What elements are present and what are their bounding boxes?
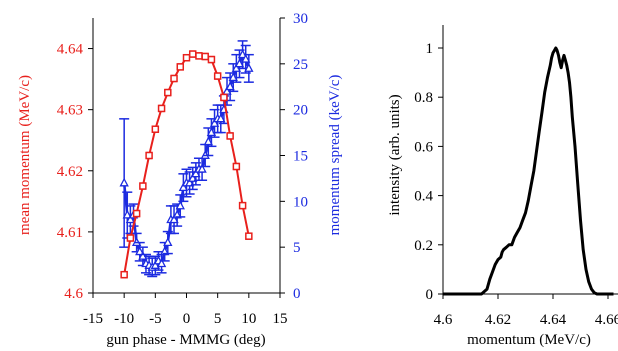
spread-point (241, 53, 251, 63)
momentum-spread-series (119, 40, 254, 278)
spread-point (178, 182, 189, 192)
mean-momentum-point (145, 151, 153, 160)
mean-momentum-point (201, 52, 209, 61)
mean-momentum-point (220, 93, 228, 102)
spread-point (175, 200, 185, 210)
spread-point (244, 63, 254, 72)
y-tick-label: 1 (426, 41, 434, 57)
left-chart-y2label: momentum spread (keV/c) (327, 75, 343, 236)
spread-point (216, 113, 226, 123)
y-tick-label: 0.4 (414, 189, 433, 205)
y-tick-label: 4.64 (57, 42, 84, 58)
spread-point (135, 246, 145, 256)
x-tick-label: 4.66 (595, 312, 618, 328)
spread-point (234, 58, 245, 68)
mean-momentum-point (139, 182, 147, 190)
right-chart-ylabel: intensity (arb. units) (387, 94, 403, 215)
y2-tick-label: 30 (293, 11, 308, 27)
spread-point (119, 177, 129, 187)
spread-point (122, 209, 132, 219)
mean-momentum-point (226, 132, 234, 140)
mean-momentum-point (182, 53, 191, 62)
y-tick-label: 0.8 (414, 90, 433, 106)
intensity-series (443, 46, 614, 296)
mean-momentum-point (238, 201, 247, 210)
mean-momentum-point (132, 209, 141, 218)
x-tick-label: 4.62 (485, 312, 511, 328)
x-tick-label: 5 (214, 311, 222, 327)
y-tick-label: 4.63 (57, 103, 83, 119)
right-chart-xlabel: momentum (MeV/c) (467, 332, 591, 348)
mean-momentum-point (232, 162, 241, 171)
mean-momentum-point (164, 88, 172, 97)
mean-momentum-point (195, 52, 203, 60)
left-chart-xlabel: gun phase - MMMG (deg) (106, 332, 265, 348)
spread-point (191, 168, 201, 178)
x-tick-label: 4.6 (434, 312, 453, 328)
mean-momentum-series (120, 50, 253, 279)
x-tick-label: -5 (149, 311, 162, 327)
spread-point (125, 214, 136, 224)
y-tick-label: 4.61 (57, 225, 83, 241)
mean-momentum-point (120, 270, 128, 279)
spread-point (203, 136, 213, 146)
y-tick-label: 4.62 (57, 164, 83, 180)
right-chart-ticks: 4.6 4.62 4.64 4.66 0 0.2 0.4 0.6 0.8 1 (414, 41, 618, 328)
x-tick-label: 0 (183, 311, 191, 327)
spread-point (225, 81, 235, 91)
y-tick-label: 0.2 (414, 238, 433, 254)
y2-tick-label: 5 (293, 240, 301, 256)
x-tick-label: 10 (241, 311, 256, 327)
mean-momentum-point (151, 125, 160, 133)
y-tick-label: 4.6 (64, 286, 83, 302)
spread-point (197, 163, 207, 173)
mean-momentum-point (170, 74, 178, 83)
mean-momentum-point (207, 55, 216, 64)
y2-tick-label: 0 (293, 286, 301, 302)
left-chart: -15 -10 -5 0 5 10 15 4.6 4.61 4.62 4.63 4.64 0 5 10 15 2… (17, 11, 343, 348)
y2-tick-label: 20 (293, 103, 308, 119)
mean-momentum-point (213, 72, 222, 80)
y-tick-label: 0.6 (414, 139, 433, 155)
spread-point (150, 260, 161, 269)
intensity-line (443, 46, 614, 296)
x-tick-label: 15 (273, 311, 288, 327)
spread-point (209, 118, 220, 127)
left-chart-ylabel: mean momentum (MeV/c) (17, 75, 33, 235)
right-chart-axis-lines (442, 25, 618, 295)
mean-momentum-point (126, 234, 135, 242)
mean-momentum-point (176, 63, 185, 71)
spread-point (156, 258, 167, 268)
mean-momentum-point (245, 232, 253, 240)
mean-momentum-point (157, 104, 166, 113)
right-chart: 4.6 4.62 4.64 4.66 0 0.2 0.4 0.6 0.8 1 momentum (… (387, 25, 618, 348)
x-tick-label: 4.64 (540, 312, 567, 328)
left-chart-ticks: -15 -10 -5 0 5 10 15 4.6 4.61 4.62 4.63 4.64 0 5 10 15 2… (57, 11, 308, 327)
spread-point (169, 214, 179, 224)
y2-tick-label: 10 (293, 194, 308, 210)
x-tick-label: -15 (83, 311, 103, 327)
mean-momentum-point (188, 50, 197, 58)
y2-tick-label: 25 (293, 57, 308, 73)
spread-point (163, 237, 173, 247)
y2-tick-label: 15 (293, 149, 308, 165)
x-tick-label: -10 (114, 311, 134, 327)
y-tick-label: 0 (426, 287, 434, 303)
